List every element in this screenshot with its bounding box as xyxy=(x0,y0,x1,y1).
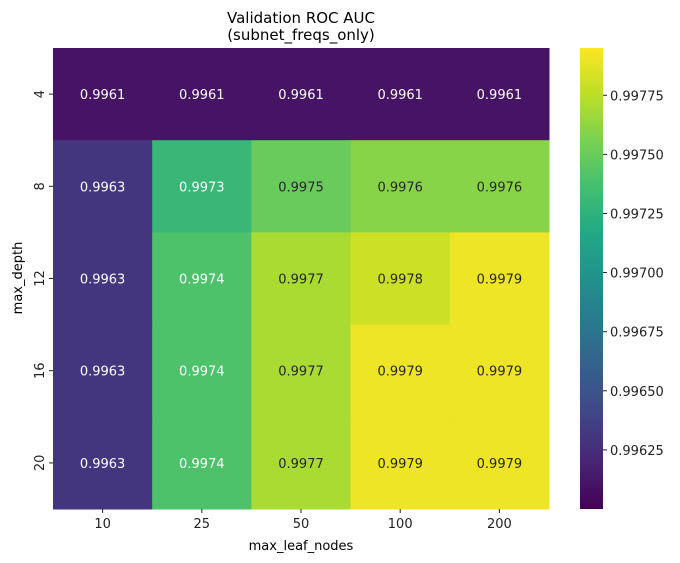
y-tick-label: 4 xyxy=(33,90,48,98)
chart-title-line-2: (subnet_freqs_only) xyxy=(227,26,375,45)
cell-value-label: 0.9974 xyxy=(179,457,225,472)
colorbar-tick-label: 0.99650 xyxy=(610,385,664,400)
heatmap-cell xyxy=(350,140,451,233)
cell-value-label: 0.9979 xyxy=(477,365,523,380)
colorbar-tick-label: 0.99750 xyxy=(610,148,664,163)
heatmap-cell xyxy=(251,140,352,233)
y-tick-label: 20 xyxy=(33,455,48,472)
cell-value-label: 0.9963 xyxy=(80,180,126,195)
colorbar-tick-label: 0.99625 xyxy=(610,444,664,459)
cell-value-label: 0.9963 xyxy=(80,273,126,288)
colorbar-tick-label: 0.99725 xyxy=(610,207,664,222)
heatmap-cell xyxy=(53,324,153,418)
heatmap-cell xyxy=(251,416,352,510)
colorbar-tick-label: 0.99775 xyxy=(610,89,664,104)
x-axis-label: max_leaf_nodes xyxy=(249,539,354,554)
cell-value-label: 0.9979 xyxy=(477,273,523,288)
heatmap-cell xyxy=(449,324,550,418)
heatmap-cell xyxy=(152,48,252,141)
cell-value-label: 0.9961 xyxy=(80,88,126,103)
heatmap-cell xyxy=(449,140,550,233)
cell-value-label: 0.9975 xyxy=(278,180,324,195)
cell-value-label: 0.9974 xyxy=(179,273,225,288)
heatmap-cell xyxy=(251,324,352,418)
heatmap-cell xyxy=(350,232,451,326)
heatmap-cell xyxy=(449,232,550,326)
cell-value-label: 0.9961 xyxy=(377,88,423,103)
colorbar-tick-label: 0.99700 xyxy=(610,267,664,282)
heatmap-cell xyxy=(53,416,153,510)
cell-value-label: 0.9979 xyxy=(377,365,423,380)
y-tick-label: 16 xyxy=(33,362,48,379)
heatmap-cell xyxy=(449,48,550,141)
heatmap-cell xyxy=(152,232,252,326)
y-axis-ticks: 4 8 12 16 20 xyxy=(33,90,53,471)
cell-value-label: 0.9963 xyxy=(80,365,126,380)
y-axis-label: max_depth xyxy=(11,242,26,315)
cell-value-label: 0.9977 xyxy=(278,457,324,472)
y-tick-label: 8 xyxy=(33,182,48,190)
cell-value-label: 0.9961 xyxy=(477,88,523,103)
heatmap-cell xyxy=(350,324,451,418)
cell-value-label: 0.9979 xyxy=(377,457,423,472)
cell-value-label: 0.9977 xyxy=(278,365,324,380)
colorbar-tick-label: 0.99675 xyxy=(610,326,664,341)
heatmap-cells: 0.9961 0.9961 0.9961 0.9961 0.9961 0.9963 0.99… xyxy=(53,48,550,510)
heatmap-cell xyxy=(152,416,252,510)
x-tick-label: 200 xyxy=(487,517,512,532)
x-tick-label: 50 xyxy=(293,517,310,532)
heatmap-cell xyxy=(251,48,352,141)
heatmap-cell xyxy=(152,324,252,418)
cell-value-label: 0.9974 xyxy=(179,365,225,380)
heatmap-cell xyxy=(53,140,153,233)
cell-value-label: 0.9963 xyxy=(80,457,126,472)
cell-value-label: 0.9977 xyxy=(278,273,324,288)
chart-title-line-1: Validation ROC AUC xyxy=(227,9,375,27)
x-tick-label: 25 xyxy=(194,517,211,532)
cell-value-label: 0.9978 xyxy=(377,273,423,288)
cell-value-label: 0.9979 xyxy=(477,457,523,472)
colorbar xyxy=(580,48,603,509)
colorbar-ticks: 0.99625 0.99650 0.99675 0.99700 0.99725 0.997… xyxy=(603,89,664,459)
x-tick-label: 100 xyxy=(388,517,413,532)
heatmap-cell xyxy=(350,416,451,510)
heatmap-cell xyxy=(152,140,252,233)
cell-value-label: 0.9973 xyxy=(179,180,225,195)
x-axis-ticks: 10 25 50 100 200 xyxy=(94,509,512,532)
heatmap-cell xyxy=(350,48,451,141)
cell-value-label: 0.9976 xyxy=(477,180,523,195)
cell-value-label: 0.9961 xyxy=(179,88,225,103)
cell-value-label: 0.9961 xyxy=(278,88,324,103)
heatmap-cell xyxy=(251,232,352,326)
heatmap-cell xyxy=(53,48,153,141)
cell-value-label: 0.9976 xyxy=(377,180,423,195)
heatmap-cell xyxy=(53,232,153,326)
x-tick-label: 10 xyxy=(94,517,111,532)
y-tick-label: 12 xyxy=(33,270,48,287)
heatmap-cell xyxy=(449,416,550,510)
